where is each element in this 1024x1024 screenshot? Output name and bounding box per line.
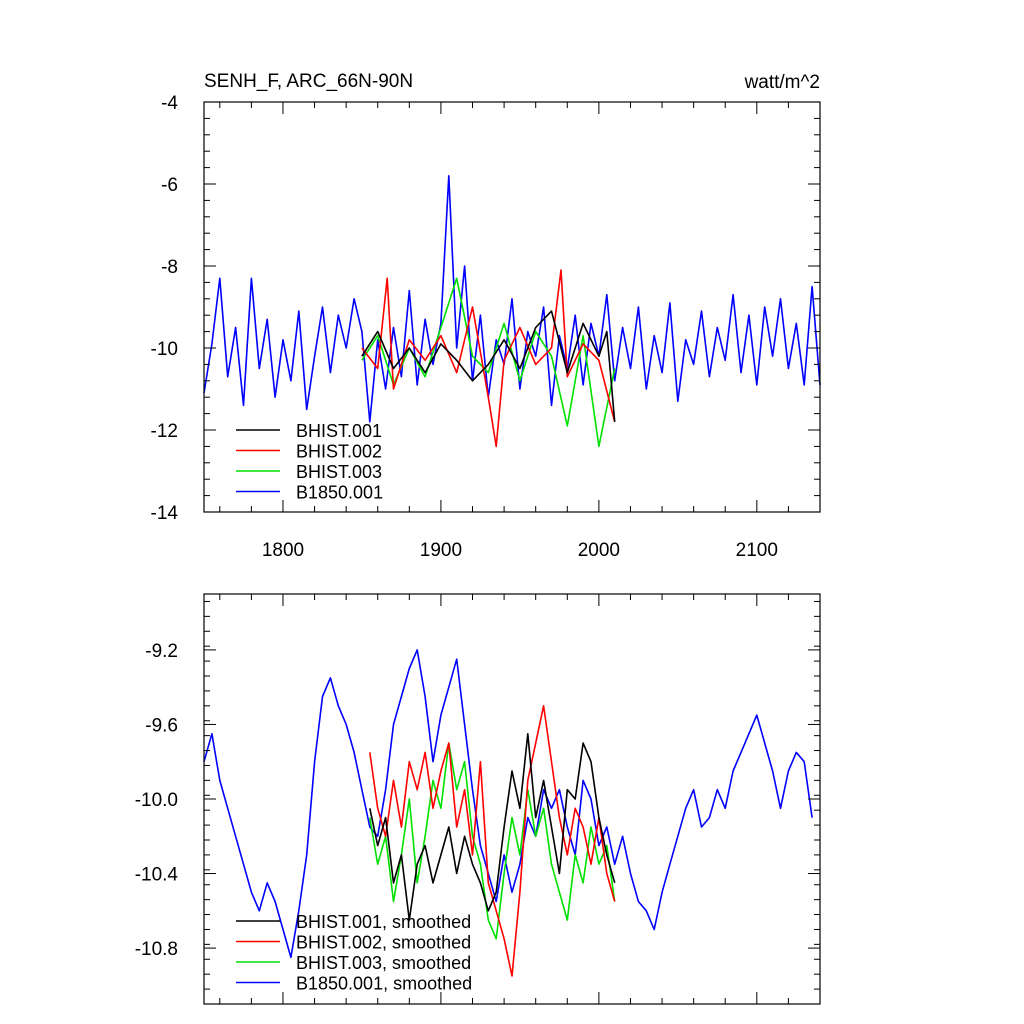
legend-label: B1850.001 [296, 483, 383, 503]
top-chart-title: SENH_F, ARC_66N-90N [204, 71, 413, 92]
bottom-panel: -10.8 -10.4 -10.0 -9.6 -9.2 BHIST.001, smoot… [135, 593, 821, 1005]
y-tick-label: -6 [161, 175, 178, 196]
x-tick-label: 2100 [736, 540, 778, 561]
series-line-bhist-003-smoothed [369, 742, 616, 940]
y-tick-label: -4 [161, 93, 178, 114]
x-tick-label: 1900 [420, 540, 462, 561]
y-tick-label: -10.8 [135, 939, 178, 960]
series-line-bhist-001 [361, 310, 616, 422]
y-tick-label: -10.4 [135, 865, 179, 886]
y-tick-label: -14 [151, 503, 179, 524]
top-plot-frame [203, 101, 821, 513]
legend-label: BHIST.003, smoothed [296, 953, 471, 973]
series-line-b1850-001 [203, 175, 821, 423]
series-line-bhist-002-smoothed [369, 704, 616, 977]
series-line-bhist-001-smoothed [369, 732, 616, 921]
top-ticks-group: -14 -12 -10 -8 -6 -4 1800 1900 2000 2100 [151, 93, 821, 561]
y-tick-label: -12 [151, 421, 178, 442]
series-line-bhist-003 [361, 277, 616, 448]
top-units-label: watt/m^2 [744, 72, 820, 93]
y-tick-label: -10.0 [135, 790, 178, 811]
y-tick-label: -9.2 [145, 641, 178, 662]
top-series-group [203, 175, 821, 448]
bottom-series-group [203, 649, 813, 977]
y-tick-label: -9.6 [145, 715, 178, 736]
legend-label: B1850.001, smoothed [296, 974, 472, 994]
top-panel: -14 -12 -10 -8 -6 -4 1800 1900 2000 2100 SENH_F, … [151, 71, 821, 561]
legend-label: BHIST.003 [296, 462, 382, 482]
legend-label: BHIST.001, smoothed [296, 912, 471, 932]
series-line-bhist-002 [361, 269, 616, 448]
legend-label: BHIST.001 [296, 421, 382, 441]
legend-label: BHIST.002, smoothed [296, 933, 471, 953]
y-tick-label: -10 [151, 339, 178, 360]
series-line-b1850-001-smoothed [203, 649, 813, 959]
bottom-ticks-group: -10.8 -10.4 -10.0 -9.6 -9.2 [135, 594, 821, 1005]
x-tick-label: 1800 [262, 540, 304, 561]
legend-label: BHIST.002 [296, 442, 382, 462]
x-tick-label: 2000 [578, 540, 620, 561]
y-tick-label: -8 [161, 257, 178, 278]
